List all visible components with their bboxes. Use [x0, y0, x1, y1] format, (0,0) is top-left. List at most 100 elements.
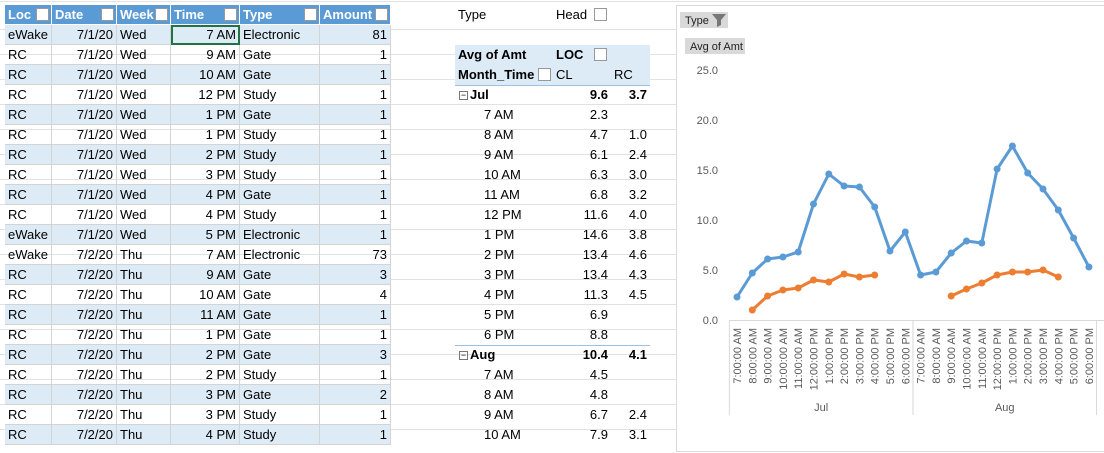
cell: 1	[320, 45, 391, 65]
cell: RC	[5, 105, 52, 125]
cell: RC	[5, 325, 52, 345]
data-point	[1008, 268, 1016, 276]
pivot-value: 11.3	[583, 287, 608, 302]
data-point	[779, 253, 787, 261]
cell: 7/2/20	[52, 325, 117, 345]
cell: Thu	[117, 425, 171, 445]
row-label: 10 AM	[484, 427, 521, 442]
cell: Thu	[117, 405, 171, 425]
y-tick-label: 0.0	[703, 315, 718, 327]
data-point	[794, 248, 802, 256]
cell: 7 AM	[171, 25, 240, 45]
cell: Gate	[240, 265, 320, 285]
data-point	[1054, 206, 1062, 214]
cell: 2 PM	[171, 365, 240, 385]
cell: Thu	[117, 385, 171, 405]
cell: Study	[240, 205, 320, 225]
data-point	[871, 271, 879, 279]
x-tick-label: 5:00:00 PM	[1069, 328, 1081, 384]
pivot-value: 3.7	[628, 87, 647, 102]
column-header[interactable]: Week	[117, 5, 171, 25]
field-button[interactable]	[685, 38, 745, 54]
data-point	[810, 200, 817, 208]
cell: RC	[5, 125, 52, 145]
cell: Thu	[117, 325, 171, 345]
cell: 7/2/20	[52, 305, 117, 325]
x-tick-label: 7:00:00 AM	[916, 328, 928, 384]
filter-dropdown	[36, 8, 49, 21]
cell: RC	[5, 285, 52, 305]
cell: RC	[5, 345, 52, 365]
x-tick-label: 9:00:00 AM	[763, 328, 775, 384]
column-header[interactable]: Type	[240, 5, 320, 25]
data-point	[1024, 169, 1032, 177]
cell: Thu	[117, 245, 171, 265]
row-label: 1 PM	[484, 227, 515, 242]
row-label: 11 AM	[484, 187, 520, 202]
cell: RC	[5, 85, 52, 105]
cell: 7/2/20	[52, 265, 117, 285]
row-label: 7 AM	[484, 367, 514, 382]
cell: 7/1/20	[52, 65, 117, 85]
field-button[interactable]	[594, 48, 607, 61]
x-tick-label: 11:00:00 AM	[977, 328, 989, 389]
field-button-label: Type	[685, 15, 709, 27]
pivot-value: 3.8	[628, 227, 647, 242]
cell: eWake	[5, 225, 52, 245]
data-point	[825, 278, 833, 286]
data-point	[855, 273, 863, 281]
filter-button[interactable]	[594, 8, 607, 21]
pivot-value: 2.4	[628, 407, 647, 422]
cell: Study	[240, 425, 320, 445]
cell: 1	[320, 205, 391, 225]
pivot-value: 4.8	[589, 387, 608, 402]
pivot-value: 9.6	[589, 87, 608, 102]
cell: Electronic	[240, 225, 320, 245]
column-header[interactable]: Time	[171, 5, 240, 25]
data-point	[947, 249, 955, 257]
data-point	[825, 170, 833, 178]
cell: RC	[5, 145, 52, 165]
x-tick-label: 6:00:00 PM	[1084, 328, 1096, 384]
data-point	[993, 165, 1001, 173]
pivot-value: 13.4	[582, 247, 608, 262]
x-tick-label: 8:00:00 AM	[931, 328, 943, 384]
data-point	[794, 284, 802, 292]
data-point	[733, 293, 741, 301]
column-header[interactable]: Date	[52, 5, 117, 25]
cell: 7/1/20	[52, 25, 117, 45]
cell: Wed	[117, 25, 171, 45]
data-point	[978, 239, 986, 247]
cell: 7/2/20	[52, 385, 117, 405]
data-point	[764, 292, 772, 300]
filter-value: Head	[556, 7, 588, 22]
data-point	[1070, 234, 1078, 242]
pivot-value: 3.0	[628, 167, 647, 182]
row-label: 6 PM	[484, 327, 515, 342]
pivot-value: 4.5	[628, 287, 647, 302]
x-tick-label: 3:00:00 PM	[1038, 328, 1050, 384]
cell: Gate	[240, 185, 320, 205]
cell: Study	[240, 145, 320, 165]
cell: 1 PM	[171, 105, 240, 125]
cell: 9 AM	[171, 265, 240, 285]
y-tick-label: 20.0	[697, 115, 718, 127]
cell: RC	[5, 365, 52, 385]
row-label: 9 AM	[484, 407, 514, 422]
cell: Wed	[117, 85, 171, 105]
y-tick-label: 5.0	[703, 265, 718, 277]
filter-dropdown	[101, 8, 114, 21]
data-point	[871, 203, 879, 211]
cell: 7/1/20	[52, 105, 117, 125]
field-button[interactable]	[538, 68, 551, 81]
cell: 7/2/20	[52, 245, 117, 265]
cell: 10 AM	[171, 285, 240, 305]
cell: 2 PM	[171, 145, 240, 165]
column-header[interactable]: Amount	[320, 5, 391, 25]
column-header[interactable]: Loc	[5, 5, 52, 25]
cell: Wed	[117, 45, 171, 65]
filter-icon	[712, 14, 726, 27]
cell: 1 PM	[171, 325, 240, 345]
cell: 3	[320, 345, 391, 365]
cell: 1	[320, 65, 391, 85]
